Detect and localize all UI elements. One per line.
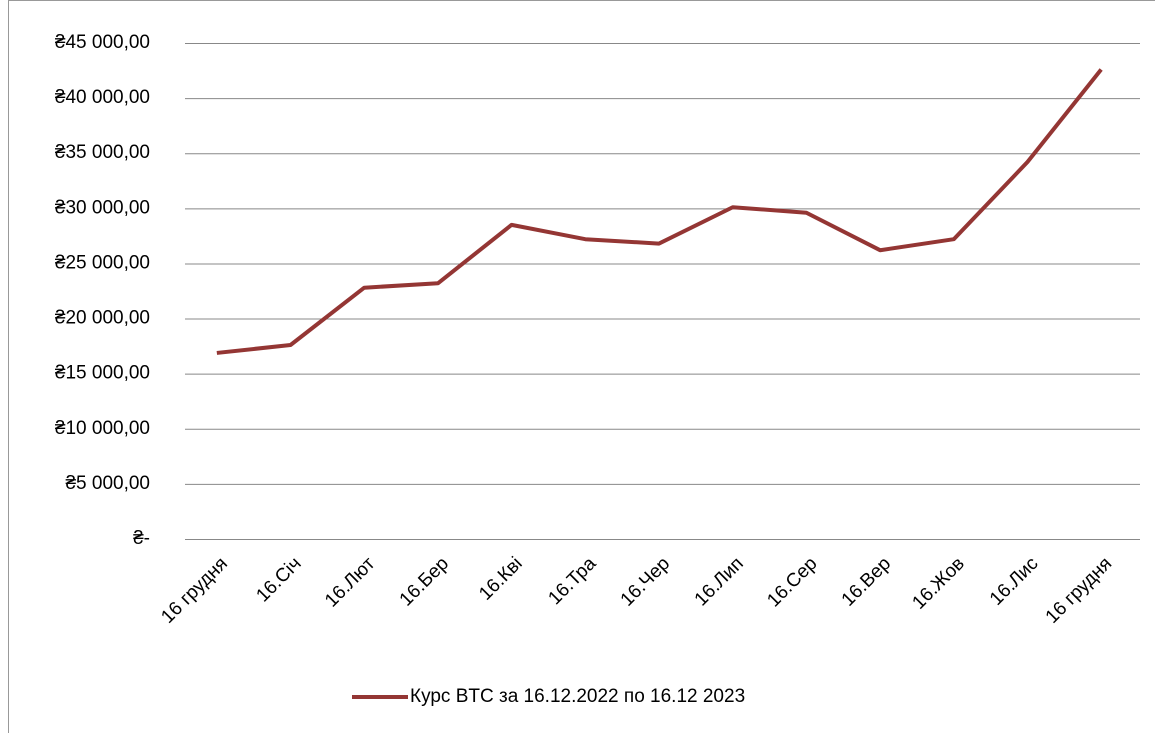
x-tick-label: 16.Сер <box>763 553 821 611</box>
y-tick-label: ₴40 000,00 <box>55 87 150 108</box>
y-tick-label: ₴35 000,00 <box>55 142 150 163</box>
y-tick-label: ₴25 000,00 <box>55 252 150 273</box>
y-tick-label: ₴10 000,00 <box>55 418 150 439</box>
y-tick-label: ₴45 000,00 <box>55 32 150 53</box>
x-tick-label: 16.Жов <box>908 553 968 613</box>
x-tick-label: 16.Вер <box>838 553 895 610</box>
y-tick-label: ₴5 000,00 <box>65 473 150 494</box>
x-tick-label: 16.Січ <box>252 553 305 606</box>
legend-label: Курс BTC за 16.12.2022 по 16.12 2023 <box>410 686 745 707</box>
y-tick-label: ₴20 000,00 <box>55 308 150 329</box>
x-tick-label: 16.Бер <box>396 553 453 610</box>
x-tick-label: 16.Тра <box>544 553 600 609</box>
y-tick-label: ₴- <box>133 528 150 549</box>
y-tick-label: ₴15 000,00 <box>55 363 150 384</box>
y-tick-label: ₴30 000,00 <box>55 197 150 218</box>
x-tick-label: 16.Лис <box>986 553 1043 610</box>
x-tick-label: 16 грудня <box>1042 553 1117 628</box>
x-tick-label: 16.Кві <box>475 553 526 604</box>
chart-border <box>8 0 1155 733</box>
x-tick-label: 16.Лют <box>321 553 379 611</box>
x-tick-label: 16 грудня <box>157 553 232 628</box>
x-tick-label: 16.Лип <box>691 553 748 610</box>
x-tick-label: 16.Чер <box>617 553 674 610</box>
line <box>216 68 1103 355</box>
